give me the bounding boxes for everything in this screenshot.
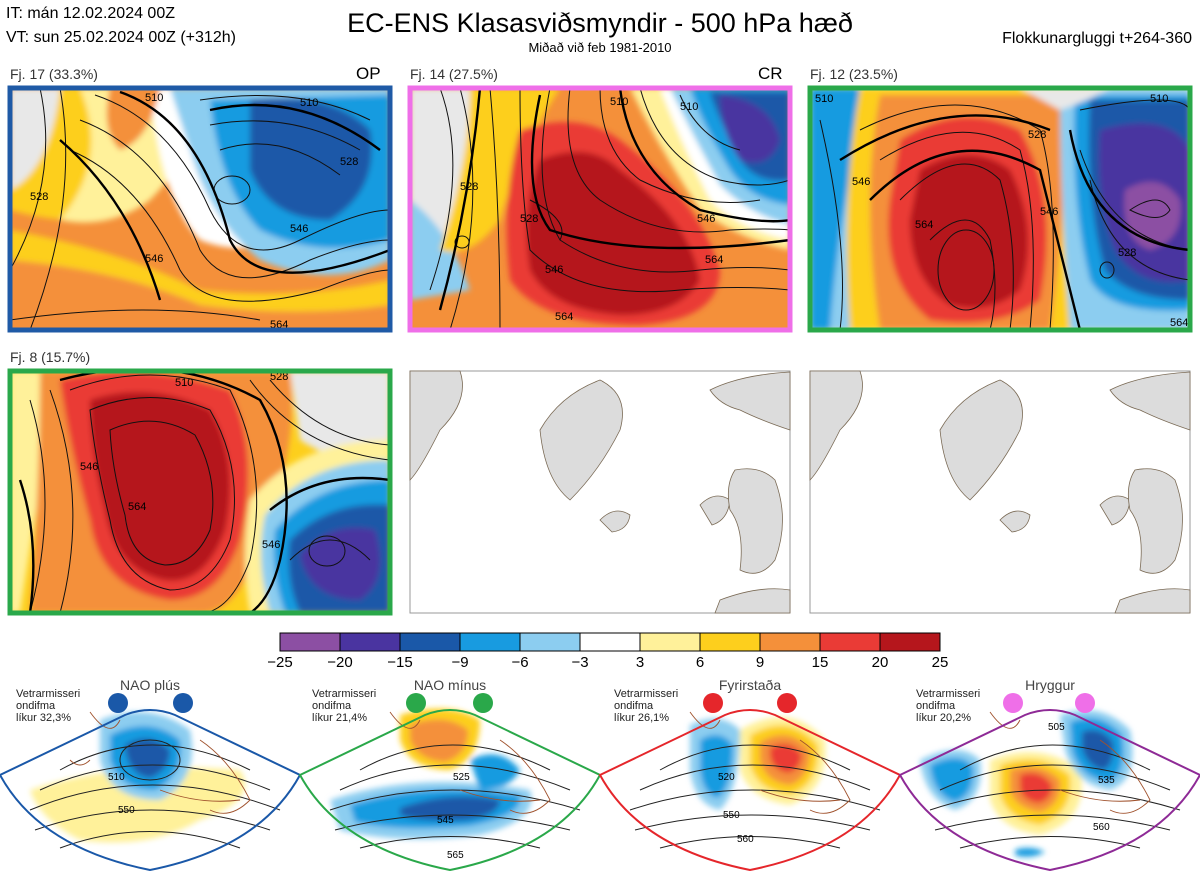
panel-3-contour-label: 528 xyxy=(1028,129,1046,141)
panel-3-contour-label: 546 xyxy=(1040,206,1058,218)
panel-1-contour-label: 528 xyxy=(340,156,358,168)
colorbar-tick-label: 15 xyxy=(811,654,829,671)
panel-2-contour-label: 546 xyxy=(545,264,563,276)
regime-3-contour-label: 560 xyxy=(737,834,754,845)
colorbar-swatch xyxy=(639,632,701,652)
panel-4-contour-label: 510 xyxy=(175,377,193,389)
colorbar-swatch xyxy=(819,632,881,652)
colorbar-tick-label: 9 xyxy=(755,654,765,671)
panel-4-label: Fj. 8 (15.7%) xyxy=(10,349,91,365)
regime-2-note: Vetrarmisseri ondifma líkur 21,4% xyxy=(312,688,377,724)
panel-3-contour-label: 564 xyxy=(915,219,933,231)
colorbar-swatch xyxy=(579,632,641,652)
regime-4-contour-label: 560 xyxy=(1093,822,1110,833)
panel-3-contour-label: 564 xyxy=(1170,317,1188,329)
panel-3-map: 510 528 546 564 510 528 546 564 xyxy=(810,88,1190,330)
panel-1-contour-label: 510 xyxy=(300,97,318,109)
panel-1-contour-label: 528 xyxy=(30,191,48,203)
panel-2-contour-label: 564 xyxy=(555,311,573,323)
colorbar-tick-label: −25 xyxy=(267,654,293,671)
regime-4-note: Vetrarmisseri ondifma líkur 20,2% xyxy=(916,688,981,724)
panel-1-contour-label: 546 xyxy=(290,223,308,235)
regime-1-note: Vetrarmisseri ondifma líkur 32,3% xyxy=(16,688,81,724)
regime-3-note: Vetrarmisseri ondifma líkur 26,1% xyxy=(614,688,679,724)
colorbar-swatch xyxy=(399,632,461,652)
colorbar-tick-label: −9 xyxy=(451,654,469,671)
panel-2-tag: CR xyxy=(758,64,783,83)
panel-2-contour-label: 510 xyxy=(680,101,698,113)
regime-map-blocking: 520 550 560 xyxy=(598,693,902,871)
panel-3-contour-label: 528 xyxy=(1118,247,1136,259)
colorbar-tick-label: 25 xyxy=(931,654,949,671)
panel-1-label: Fj. 17 (33.3%) xyxy=(10,66,98,82)
panel-2-map: 510 528 546 564 510 546 564 528 xyxy=(410,88,790,330)
panel-1-tag: OP xyxy=(356,64,381,83)
panel-2-contour-label: 528 xyxy=(460,181,478,193)
panel-2-contour-label: 528 xyxy=(520,213,538,225)
regime-3-contour-label: 550 xyxy=(723,810,740,821)
colorbar-swatch xyxy=(459,632,521,652)
regime-map-ridge: 505 535 560 xyxy=(898,693,1200,871)
colorbar-tick-label: −6 xyxy=(511,654,529,671)
colorbar-swatch xyxy=(339,632,401,652)
regime-2-title: NAO mínus xyxy=(413,677,487,693)
classification-window: Flokkunargluggi t+264-360 xyxy=(1002,30,1192,47)
colorbar-swatch xyxy=(759,632,821,652)
regime-2-contour-label: 525 xyxy=(453,772,470,783)
panel-3-label: Fj. 12 (23.5%) xyxy=(810,66,898,82)
colorbar-tick-label: 6 xyxy=(695,654,705,671)
panel-4-contour-label: 528 xyxy=(270,371,288,383)
issue-time: IT: mán 12.02.2024 00Z xyxy=(6,5,175,22)
panel-4-contour-label: 564 xyxy=(128,501,146,513)
colorbar-tick-label: 3 xyxy=(635,654,645,671)
empty-panel-5 xyxy=(409,370,791,614)
page-title: EC-ENS Klasasviðsmyndir - 500 hPa hæð xyxy=(347,8,853,38)
empty-panel-6 xyxy=(809,370,1191,614)
panel-2-label: Fj. 14 (27.5%) xyxy=(410,66,498,82)
regime-3-contour-label: 520 xyxy=(718,772,735,783)
panel-1-contour-label: 510 xyxy=(145,92,163,104)
panel-2-contour-label: 564 xyxy=(705,254,723,266)
panel-3-frame xyxy=(807,85,1193,333)
panel-1-frame xyxy=(7,85,393,333)
colorbar-tick-label: −20 xyxy=(327,654,353,671)
regime-1-contour-label: 510 xyxy=(108,772,125,783)
colorbar-swatch xyxy=(519,632,581,652)
regime-map-nao-minus: 525 545 565 xyxy=(298,693,602,871)
regime-4-contour-label: 535 xyxy=(1098,775,1115,786)
panel-2-contour-label: 510 xyxy=(610,96,628,108)
panel-3-contour-label: 510 xyxy=(815,93,833,105)
page-subtitle: Miðað við feb 1981-2010 xyxy=(528,40,672,55)
panel-3-contour-label: 546 xyxy=(852,176,870,188)
regime-2-contour-label: 565 xyxy=(447,850,464,861)
colorbar-swatch xyxy=(279,632,341,652)
panel-2-contour-label: 546 xyxy=(697,213,715,225)
panel-1-map: 510 528 546 564 510 528 546 xyxy=(10,88,390,331)
panel-4-contour-label: 546 xyxy=(262,539,280,551)
regime-1-contour-label: 550 xyxy=(118,805,135,816)
panel-3-contour-label: 510 xyxy=(1150,93,1168,105)
panel-4-map: 510 528 546 564 546 xyxy=(10,371,390,613)
panel-1-contour-label: 546 xyxy=(145,253,163,265)
valid-time: VT: sun 25.02.2024 00Z (+312h) xyxy=(6,29,236,46)
panel-4-frame xyxy=(7,368,393,616)
regime-1-title: NAO plús xyxy=(120,677,180,693)
panel-2-frame xyxy=(407,85,793,333)
colorbar xyxy=(279,632,941,652)
regime-4-title: Hryggur xyxy=(1025,677,1075,693)
colorbar-tick-label: 20 xyxy=(871,654,889,671)
regime-4-contour-label: 505 xyxy=(1048,722,1065,733)
regime-2-contour-label: 545 xyxy=(437,815,454,826)
panel-4-contour-label: 546 xyxy=(80,461,98,473)
regime-map-nao-plus: 510 550 xyxy=(0,693,302,871)
colorbar-tick-label: −15 xyxy=(387,654,413,671)
colorbar-swatch xyxy=(699,632,761,652)
colorbar-tick-label: −3 xyxy=(571,654,589,671)
regime-3-title: Fyrirstaða xyxy=(718,677,782,693)
panel-1-contour-label: 564 xyxy=(270,319,288,331)
colorbar-swatch xyxy=(879,632,941,652)
